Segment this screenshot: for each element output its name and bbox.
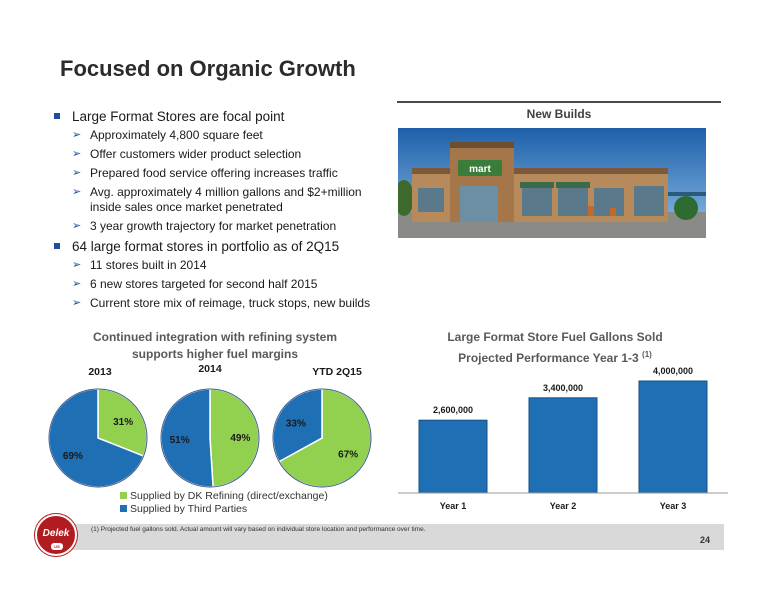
bar-title-line2-wrap: Projected Performance Year 1-3 (1) <box>405 346 705 367</box>
legend-swatch-dk-refining <box>120 492 127 499</box>
bar <box>418 419 488 494</box>
sign-text: mart <box>469 164 491 175</box>
bar-category-label: Year 2 <box>550 501 577 511</box>
pie-outline <box>272 388 372 488</box>
pie-data-label: 33% <box>286 419 306 430</box>
sub-bullet: ➢ Avg. approximately 4 million gallons an… <box>50 185 390 215</box>
arrow-icon: ➢ <box>72 186 82 198</box>
pies-title-line2: supports higher fuel margins <box>131 347 299 361</box>
store-photo-illustration: mart <box>398 128 706 238</box>
pie-data-label: 67% <box>338 449 358 460</box>
bar-data-label: 4,000,000 <box>653 366 693 376</box>
bar-category-label: Year 3 <box>660 501 687 511</box>
legend-item-third-parties: Supplied by Third Parties <box>120 503 328 516</box>
sub-bullet-text: 6 new stores targeted for second half 20… <box>90 277 318 291</box>
bar-title-line1: Large Format Store Fuel Gallons Sold <box>447 330 663 344</box>
footer-bar <box>70 524 724 550</box>
bullet-store-count: 64 large format stores in portfolio as o… <box>50 238 390 256</box>
sub-bullet-text: 11 stores built in 2014 <box>90 258 207 272</box>
arrow-icon: ➢ <box>72 259 82 271</box>
sub-bullet: ➢ 3 year growth trajectory for market pen… <box>50 219 390 234</box>
bullet-large-format: Large Format Stores are focal point <box>50 108 390 126</box>
pie-title: 2013 <box>88 366 112 378</box>
pie-slice-third-parties <box>48 388 145 488</box>
bar <box>638 380 708 494</box>
arrow-icon: ➢ <box>72 167 82 179</box>
footnote: (1) Projected fuel gallons sold. Actual … <box>91 526 426 533</box>
arrow-icon: ➢ <box>72 278 82 290</box>
arrow-icon: ➢ <box>72 297 82 309</box>
company-logo: Delek US <box>35 514 77 556</box>
legend-item-dk-refining: Supplied by DK Refining (direct/exchange… <box>120 490 328 503</box>
bullet-list: Large Format Stores are focal point ➢ App… <box>50 108 390 315</box>
store-photo: mart <box>398 128 706 238</box>
bar-title-note: (1) <box>642 350 652 359</box>
pie-slice-dk-refining <box>209 388 260 488</box>
bar-chart-title: Large Format Store Fuel Gallons Sold Pro… <box>405 329 705 367</box>
page-title: Focused on Organic Growth <box>60 56 356 81</box>
bar <box>528 397 598 494</box>
pie-data-label: 51% <box>170 435 190 446</box>
pie-slice-dk-refining <box>97 388 148 458</box>
pie-data-label: 69% <box>63 451 83 462</box>
sub-bullet-text: Current store mix of reimage, truck stop… <box>90 296 371 310</box>
bar-title-line2: Projected Performance Year 1-3 <box>458 351 639 365</box>
pie-data-label: 31% <box>113 417 133 428</box>
legend: Supplied by DK Refining (direct/exchange… <box>120 490 328 516</box>
sub-bullet-text: Avg. approximately 4 million gallons and… <box>90 185 362 214</box>
sub-bullet: ➢ Approximately 4,800 square feet <box>50 128 390 143</box>
pie-outline <box>48 388 148 488</box>
logo-sub: US <box>51 543 63 550</box>
page-number: 24 <box>700 535 711 545</box>
pie-data-label: 49% <box>230 433 250 444</box>
legend-label-third-parties: Supplied by Third Parties <box>130 503 248 515</box>
sub-bullet: ➢ 11 stores built in 2014 <box>50 258 390 273</box>
bar-category-label: Year 1 <box>440 501 467 511</box>
arrow-icon: ➢ <box>72 148 82 160</box>
legend-swatch-third-parties <box>120 505 127 512</box>
logo-text: Delek <box>42 528 70 539</box>
sub-bullet: ➢ Offer customers wider product selection <box>50 147 390 162</box>
pie-slice-third-parties <box>160 388 214 488</box>
pies-title-line1: Continued integration with refining syst… <box>92 330 337 344</box>
sub-bullet-text: Offer customers wider product selection <box>90 147 302 161</box>
sub-bullet-text: Prepared food service offering increases… <box>90 166 338 180</box>
arrow-icon: ➢ <box>72 220 82 232</box>
pie-title: 2014 <box>198 363 222 375</box>
arrow-icon: ➢ <box>72 129 82 141</box>
sub-bullet-text: 3 year growth trajectory for market pene… <box>90 219 337 233</box>
sub-bullet: ➢ 6 new stores targeted for second half 2… <box>50 277 390 292</box>
bar-data-label: 3,400,000 <box>543 383 583 393</box>
pie-outline <box>160 388 260 488</box>
bar-data-label: 2,600,000 <box>433 405 473 415</box>
pie-slice-dk-refining <box>278 388 372 488</box>
pies-title: Continued integration with refining syst… <box>70 329 360 363</box>
pie-slice-third-parties <box>272 388 323 463</box>
legend-label-dk-refining: Supplied by DK Refining (direct/exchange… <box>130 490 328 502</box>
title-divider <box>397 101 721 103</box>
sub-bullet: ➢ Prepared food service offering increase… <box>50 166 390 181</box>
new-builds-label: New Builds <box>526 107 592 121</box>
pie-title: YTD 2Q15 <box>312 366 362 378</box>
sub-bullet-text: Approximately 4,800 square feet <box>90 128 263 142</box>
sub-bullet: ➢ Current store mix of reimage, truck sto… <box>50 296 390 311</box>
